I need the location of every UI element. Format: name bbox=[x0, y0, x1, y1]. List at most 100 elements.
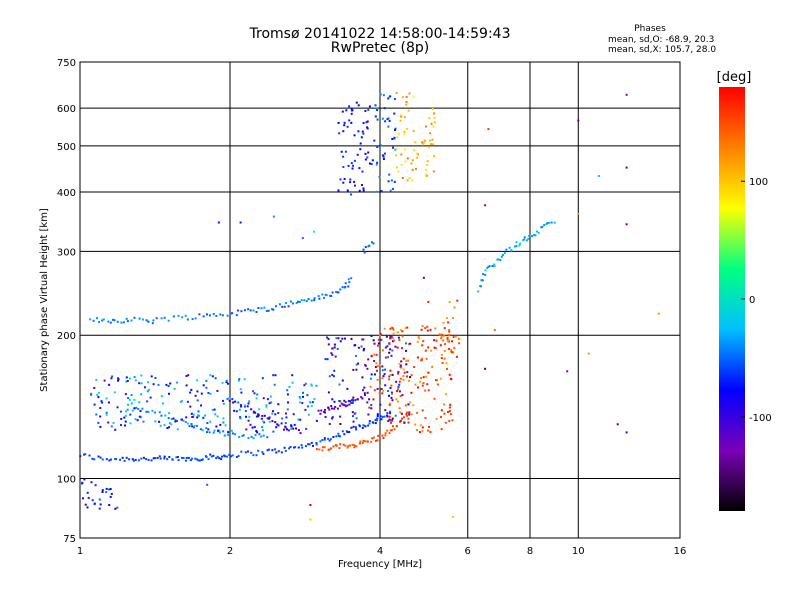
y-tick-label: 75 bbox=[63, 534, 76, 545]
echo-point bbox=[360, 396, 363, 399]
echo-point bbox=[389, 387, 392, 389]
echo-point bbox=[334, 406, 337, 408]
echo-point bbox=[368, 422, 371, 425]
echo-point bbox=[405, 413, 408, 416]
echo-point bbox=[262, 420, 265, 423]
echo-point bbox=[331, 417, 334, 420]
echo-point bbox=[105, 487, 108, 490]
echo-point bbox=[114, 458, 117, 460]
echo-point bbox=[376, 417, 379, 420]
echo-point bbox=[388, 394, 390, 397]
echo-point bbox=[401, 177, 404, 179]
echo-point bbox=[401, 96, 404, 99]
echo-point bbox=[339, 400, 342, 403]
echo-point bbox=[128, 398, 131, 401]
echo-point bbox=[103, 379, 106, 382]
echo-point bbox=[342, 130, 345, 133]
echo-point bbox=[86, 506, 89, 509]
echo-point bbox=[327, 406, 330, 409]
echo-point bbox=[371, 437, 374, 440]
echo-point bbox=[502, 254, 504, 256]
echo-point bbox=[391, 419, 393, 422]
echo-point bbox=[219, 423, 222, 426]
echo-point bbox=[224, 424, 227, 427]
echo-point bbox=[124, 414, 127, 417]
echo-point bbox=[324, 411, 326, 414]
echo-point bbox=[311, 401, 314, 404]
echo-point bbox=[533, 234, 535, 236]
echo-point bbox=[368, 398, 371, 401]
echo-point bbox=[397, 133, 400, 136]
echo-point bbox=[111, 375, 114, 378]
echo-point bbox=[240, 310, 243, 313]
echo-point bbox=[303, 299, 306, 302]
echo-point bbox=[124, 420, 127, 423]
echo-point bbox=[480, 285, 482, 288]
echo-point bbox=[332, 375, 335, 378]
echo-point bbox=[171, 458, 174, 461]
echo-point bbox=[139, 410, 142, 412]
echo-point bbox=[159, 457, 162, 460]
echo-point bbox=[407, 421, 410, 424]
echo-point bbox=[397, 372, 400, 375]
echo-point bbox=[412, 149, 415, 152]
echo-point bbox=[625, 166, 628, 169]
echo-point bbox=[205, 386, 208, 389]
echo-point bbox=[536, 230, 538, 233]
echo-point bbox=[277, 403, 280, 406]
echo-point bbox=[269, 395, 272, 398]
echo-point bbox=[308, 443, 311, 446]
echo-point bbox=[157, 383, 160, 386]
echo-point bbox=[484, 269, 487, 272]
echo-point bbox=[381, 349, 384, 352]
echo-point bbox=[327, 343, 330, 346]
echo-point bbox=[451, 516, 454, 518]
echo-point bbox=[236, 401, 239, 404]
echo-point bbox=[315, 384, 318, 387]
echo-point bbox=[161, 402, 164, 405]
echo-point bbox=[356, 153, 359, 156]
echo-point bbox=[451, 351, 454, 354]
echo-point bbox=[134, 418, 137, 421]
echo-point bbox=[416, 340, 419, 343]
echo-point bbox=[200, 392, 203, 395]
echo-point bbox=[327, 338, 330, 340]
echo-point bbox=[384, 152, 386, 155]
echo-point bbox=[242, 434, 245, 437]
y-tick-label: 400 bbox=[57, 188, 76, 199]
echo-point bbox=[433, 397, 436, 400]
echo-point bbox=[404, 160, 407, 163]
echo-point bbox=[212, 454, 215, 457]
echo-point bbox=[422, 382, 425, 385]
echo-point bbox=[362, 132, 365, 135]
echo-point bbox=[440, 428, 443, 431]
echo-point bbox=[231, 454, 234, 457]
echo-point bbox=[185, 384, 188, 387]
echo-point bbox=[169, 382, 172, 385]
echo-point bbox=[218, 457, 221, 460]
echo-point bbox=[253, 426, 256, 429]
echo-point bbox=[342, 166, 345, 168]
echo-point bbox=[351, 167, 354, 170]
echo-point bbox=[411, 168, 414, 171]
echo-point bbox=[484, 204, 487, 207]
echo-point bbox=[228, 434, 231, 437]
echo-point bbox=[292, 427, 295, 430]
echo-point bbox=[243, 378, 246, 381]
echo-point bbox=[400, 366, 403, 369]
echo-point bbox=[315, 448, 318, 451]
echo-point bbox=[389, 369, 392, 372]
echo-point bbox=[427, 346, 430, 349]
echo-point bbox=[366, 367, 369, 370]
echo-point bbox=[286, 408, 289, 411]
echo-point bbox=[132, 459, 135, 462]
echo-point bbox=[366, 391, 369, 394]
echo-point bbox=[330, 405, 333, 407]
echo-point bbox=[458, 337, 461, 340]
echo-point bbox=[179, 400, 182, 403]
echo-point bbox=[369, 162, 371, 165]
echo-point bbox=[237, 455, 240, 457]
echo-point bbox=[297, 418, 300, 421]
echo-point bbox=[281, 305, 284, 308]
echo-point bbox=[389, 335, 392, 338]
